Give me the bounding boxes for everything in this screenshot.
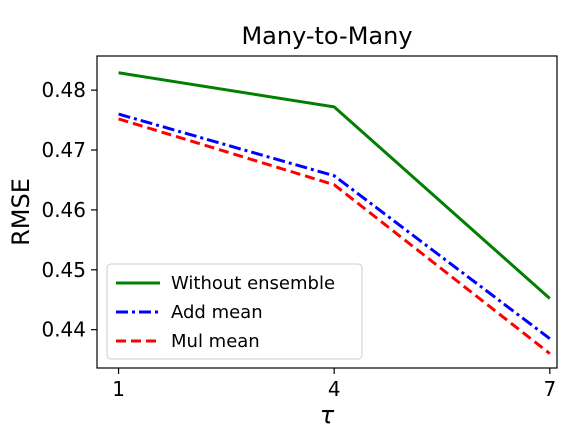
- plot-frame: [96, 55, 558, 369]
- series-line-1: [118, 71, 551, 300]
- y-tick-label: 0.46: [41, 198, 86, 222]
- x-axis-label: τ: [320, 401, 335, 429]
- y-tick-label: 0.45: [41, 258, 86, 282]
- series-line-3: [118, 117, 551, 355]
- y-tick-label: 0.48: [41, 78, 86, 102]
- legend-label-2: Add mean: [171, 302, 263, 323]
- chart-title: Many-to-Many: [241, 22, 412, 50]
- legend: Without ensemble Add mean Mul mean: [106, 263, 363, 360]
- y-tick-label: 0.44: [41, 318, 86, 342]
- series-layer: [118, 71, 551, 355]
- x-tick-label: 7: [543, 377, 556, 401]
- x-tick-label: 1: [112, 377, 125, 401]
- y-axis-label: RMSE: [7, 178, 35, 246]
- series-line-2: [118, 112, 551, 340]
- legend-box: [106, 263, 363, 360]
- legend-label-3: Mul mean: [171, 331, 260, 352]
- legend-label-1: Without ensemble: [171, 273, 335, 294]
- axes-layer: 0.44 0.45 0.46 0.47 0.48 1 4 7: [41, 55, 558, 401]
- y-tick-label: 0.47: [41, 138, 86, 162]
- x-tick-label: 4: [328, 377, 341, 401]
